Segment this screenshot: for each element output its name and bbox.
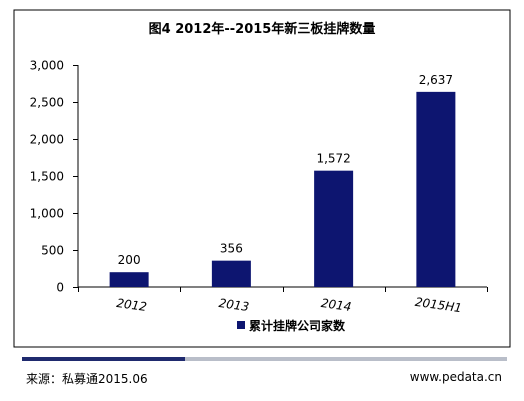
bar [314, 170, 354, 287]
footer-rule [185, 357, 507, 361]
source-note: 来源：私募通2015.06 [26, 372, 148, 386]
data-label: 200 [118, 253, 141, 267]
footer-accent-bar [22, 357, 185, 361]
bar [211, 260, 251, 287]
y-tick-label: 2,500 [30, 96, 64, 110]
website-link: www.pedata.cn [409, 370, 502, 384]
y-tick-label: 0 [56, 281, 64, 295]
bar [416, 91, 456, 287]
x-tick-label: 2013 [218, 296, 250, 314]
y-tick-label: 1,000 [30, 207, 64, 221]
legend-label: 累计挂牌公司家数 [249, 318, 346, 333]
y-tick-label: 3,000 [30, 59, 64, 73]
y-tick-label: 1,500 [30, 170, 64, 184]
legend-swatch [237, 321, 245, 329]
data-label: 2,637 [419, 73, 453, 87]
y-tick-label: 2,000 [30, 133, 64, 147]
data-label: 356 [220, 242, 243, 256]
bar [109, 272, 149, 287]
y-tick-label: 500 [41, 244, 64, 258]
x-tick-label: 2014 [320, 296, 352, 314]
chart-title: 图4 2012年--2015年新三板挂牌数量 [148, 22, 376, 37]
data-label: 1,572 [316, 152, 350, 166]
x-tick-label: 2012 [116, 296, 148, 314]
x-tick-label: 2015H1 [414, 295, 463, 315]
